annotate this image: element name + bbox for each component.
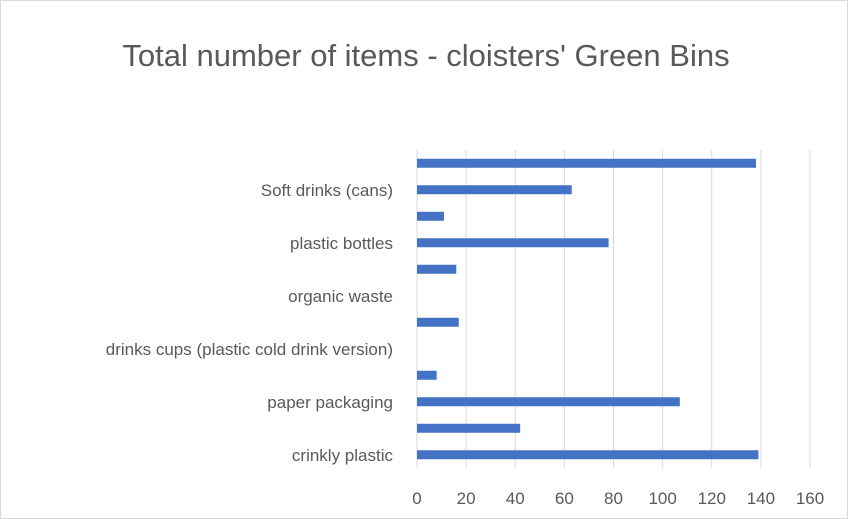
bar: [417, 185, 572, 195]
bar: [417, 423, 521, 433]
category-label: crinkly plastic: [292, 446, 394, 465]
category-label: drinks cups (plastic cold drink version): [106, 340, 393, 359]
bars: [417, 158, 759, 460]
bar: [417, 450, 759, 460]
bar: [417, 264, 457, 274]
category-label: organic waste: [288, 287, 393, 306]
x-tick-label: 140: [747, 489, 775, 508]
bar: [417, 238, 609, 248]
bar: [417, 370, 437, 380]
chart-title: Total number of items - cloisters' Green…: [122, 38, 730, 73]
category-label: Soft drinks (cans): [261, 181, 393, 200]
x-tick-label: 160: [796, 489, 824, 508]
x-tick-label: 40: [506, 489, 525, 508]
x-tick-label: 120: [698, 489, 726, 508]
x-axis-ticks: 0 20 40 60 80 100 120 140 160: [412, 489, 824, 508]
category-label: plastic bottles: [290, 234, 393, 253]
category-label: paper packaging: [267, 393, 393, 412]
bar: [417, 211, 445, 221]
grid-lines: [416, 150, 811, 468]
category-labels: crinkly plastic paper packaging drinks cup…: [106, 181, 394, 465]
x-tick-label: 100: [648, 489, 676, 508]
x-tick-label: 20: [457, 489, 476, 508]
bar: [417, 397, 680, 407]
x-tick-label: 60: [555, 489, 574, 508]
bar: [417, 317, 459, 327]
bar: [417, 158, 756, 168]
x-tick-label: 80: [604, 489, 623, 508]
x-tick-label: 0: [412, 489, 421, 508]
